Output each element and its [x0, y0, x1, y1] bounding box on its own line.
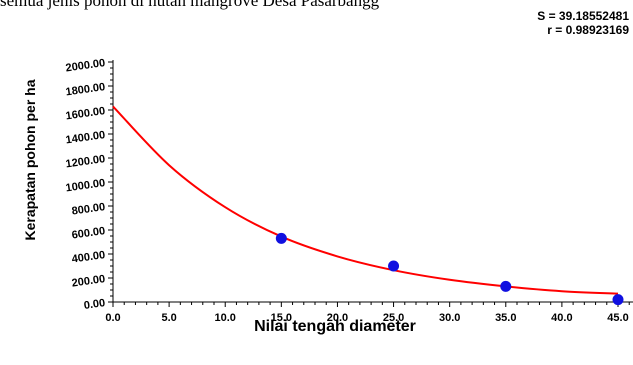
y-tick-label: 800.00 — [71, 201, 106, 218]
data-point — [500, 280, 512, 292]
y-tick-label: 400.00 — [71, 249, 106, 266]
x-tick-label: 15.0 — [271, 312, 292, 324]
y-tick-label: 1200.00 — [65, 153, 106, 170]
fitted-curve — [112, 105, 619, 295]
fitted-curve-layer — [112, 105, 619, 295]
data-point — [275, 232, 287, 244]
data-point — [612, 294, 624, 306]
fit-statistics: S = 39.18552481 r = 0.98923169 — [537, 9, 629, 37]
x-tick-label: 45.0 — [607, 312, 628, 324]
stat-s: S = 39.18552481 — [537, 9, 629, 23]
x-tick-label: 20.0 — [327, 312, 348, 324]
y-tick-label: 1600.00 — [65, 105, 106, 122]
x-axis-ticks: 0.0 5.0 10.0 15.0 20.0 25.0 30.0 35.0 40.0 45.0 — [105, 302, 630, 324]
x-tick-label: 35.0 — [495, 312, 516, 324]
data-points-layer — [275, 232, 624, 306]
x-tick-label: 25.0 — [383, 312, 404, 324]
x-tick-label: 40.0 — [551, 312, 572, 324]
y-tick-label: 1000.00 — [65, 177, 106, 194]
stat-r: r = 0.98923169 — [547, 23, 629, 37]
x-tick-label: 0.0 — [105, 312, 120, 324]
y-tick-label: 1800.00 — [65, 81, 106, 98]
x-tick-label: 5.0 — [161, 312, 176, 324]
y-tick-label: 200.00 — [71, 273, 106, 290]
y-axis-ticks: 0.00 200.00 400.00 600.00 800.00 1000.00 1200.… — [65, 57, 113, 312]
y-tick-label: 1400.00 — [65, 129, 106, 146]
y-tick-label: 0.00 — [83, 297, 106, 312]
chart-axes — [112, 60, 633, 303]
x-tick-label: 10.0 — [215, 312, 236, 324]
caption-text: semua jenis pohon di hutan mangrove Desa… — [0, 0, 380, 10]
y-tick-label: 600.00 — [71, 225, 106, 242]
data-point — [388, 260, 400, 272]
y-tick-label: 2000.00 — [65, 57, 106, 74]
x-tick-label: 30.0 — [439, 312, 460, 324]
x-axis-label: Nilai tengah diameter — [254, 318, 416, 335]
